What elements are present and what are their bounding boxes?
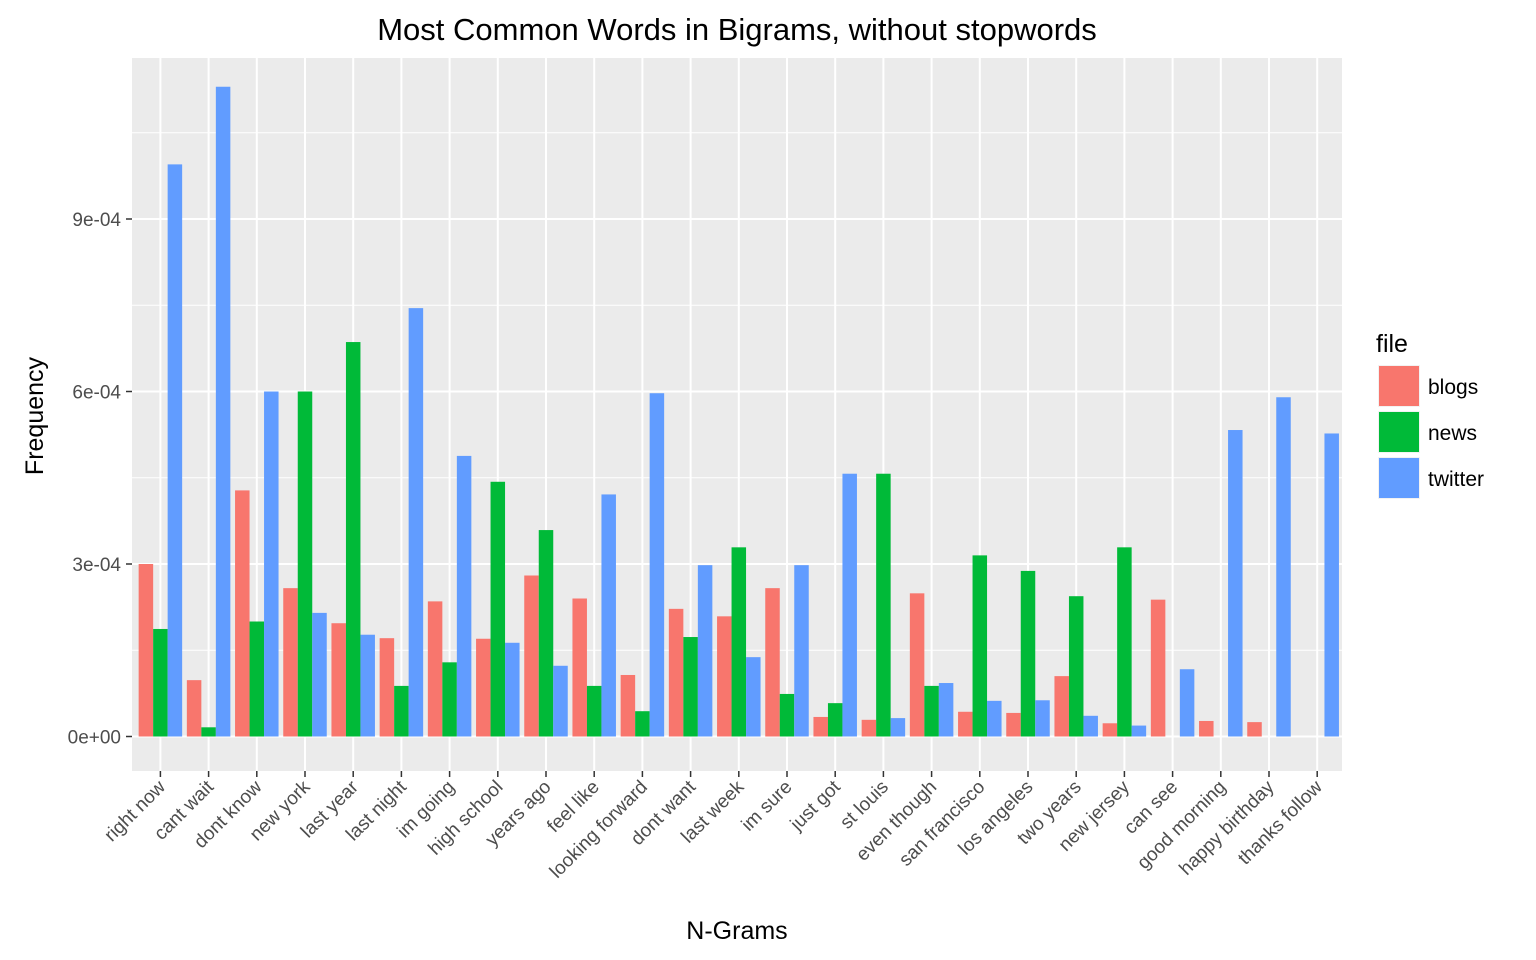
bar-twitter	[215, 86, 231, 737]
bar-news	[442, 662, 457, 737]
bar-blogs	[861, 719, 877, 737]
bar-news	[779, 693, 795, 737]
legend-label-twitter: twitter	[1428, 468, 1484, 491]
legend-title: file	[1376, 330, 1408, 358]
bar-news	[827, 703, 843, 737]
bar-twitter	[746, 657, 761, 737]
bar-blogs	[909, 593, 925, 737]
bar-twitter	[890, 718, 906, 737]
bar-twitter	[1179, 669, 1195, 737]
bar-news	[201, 727, 216, 737]
bar-twitter	[408, 308, 424, 737]
bar-news	[876, 473, 891, 737]
bar-news	[249, 621, 265, 737]
bar-news	[635, 711, 650, 737]
y-tick-label: 0e+00	[68, 728, 121, 749]
bar-news	[972, 555, 988, 737]
bar-blogs	[138, 564, 154, 737]
bar-twitter	[1083, 715, 1098, 737]
legend-key-news	[1379, 412, 1419, 452]
x-axis-title: N-Grams	[686, 917, 787, 945]
y-tick-label: 9e-04	[72, 210, 121, 231]
bar-blogs	[1102, 723, 1118, 737]
bar-news	[297, 391, 313, 737]
bar-blogs	[572, 598, 587, 737]
bar-blogs	[331, 623, 346, 737]
bar-blogs	[668, 608, 684, 737]
bar-news	[490, 481, 506, 737]
bar-twitter	[601, 494, 616, 737]
bar-twitter	[1035, 700, 1050, 737]
y-tick-label: 6e-04	[72, 383, 121, 404]
bar-twitter	[987, 700, 1002, 737]
y-axis: 0e+00 3e-04 6e-04 9e-04	[68, 210, 132, 749]
bar-blogs	[476, 638, 491, 737]
bar-twitter	[649, 393, 665, 737]
bar-news	[683, 637, 698, 737]
bar-twitter	[1131, 725, 1147, 737]
legend-label-news: news	[1428, 422, 1477, 445]
bar-blogs	[524, 575, 539, 737]
bar-twitter	[264, 391, 279, 737]
legend-label-blogs: blogs	[1428, 376, 1478, 399]
bar-blogs	[1006, 712, 1021, 737]
bar-blogs	[379, 638, 395, 737]
legend: file blogs news twitter	[1376, 330, 1484, 499]
bars	[138, 86, 1339, 737]
bar-twitter	[312, 612, 327, 737]
bar-news	[538, 530, 554, 737]
bar-blogs	[717, 616, 732, 737]
x-tick-label: just got	[786, 776, 845, 835]
bar-news	[394, 685, 409, 737]
bar-news	[924, 685, 939, 737]
chart-title: Most Common Words in Bigrams, without st…	[377, 12, 1097, 47]
bar-news	[586, 685, 602, 737]
bar-twitter	[697, 565, 713, 737]
bar-twitter	[1324, 433, 1339, 737]
bar-twitter	[938, 683, 954, 737]
bar-twitter	[456, 455, 472, 737]
bar-twitter	[842, 473, 857, 737]
bar-blogs	[427, 601, 443, 737]
bar-blogs	[958, 711, 973, 737]
bar-news	[153, 628, 168, 737]
y-tick-label: 3e-04	[72, 555, 121, 576]
bar-news	[1117, 547, 1132, 737]
bar-blogs	[1054, 676, 1069, 737]
bar-blogs	[1199, 720, 1214, 737]
bar-twitter	[553, 665, 568, 737]
bar-twitter	[1228, 430, 1243, 737]
legend-key-twitter	[1379, 458, 1419, 498]
bar-blogs	[765, 588, 780, 737]
bar-blogs	[620, 674, 636, 737]
bar-blogs	[283, 588, 298, 737]
x-tick-label: im sure	[738, 777, 797, 836]
bar-twitter	[505, 642, 520, 737]
bar-blogs	[1247, 722, 1262, 737]
bar-twitter	[360, 634, 375, 737]
bar-blogs	[813, 716, 828, 737]
bar-twitter	[794, 565, 809, 737]
y-axis-title: Frequency	[21, 356, 49, 475]
bar-blogs	[1150, 599, 1166, 737]
bar-news	[1068, 596, 1084, 737]
bar-blogs	[235, 490, 250, 737]
bar-twitter	[1276, 397, 1291, 737]
bar-news	[345, 342, 361, 737]
legend-key-blogs	[1379, 366, 1419, 406]
bar-twitter	[167, 164, 183, 737]
bar-blogs	[186, 680, 202, 737]
x-tick-label: thanks follow	[1234, 776, 1327, 869]
bar-news	[1020, 570, 1036, 737]
bar-news	[731, 547, 747, 737]
